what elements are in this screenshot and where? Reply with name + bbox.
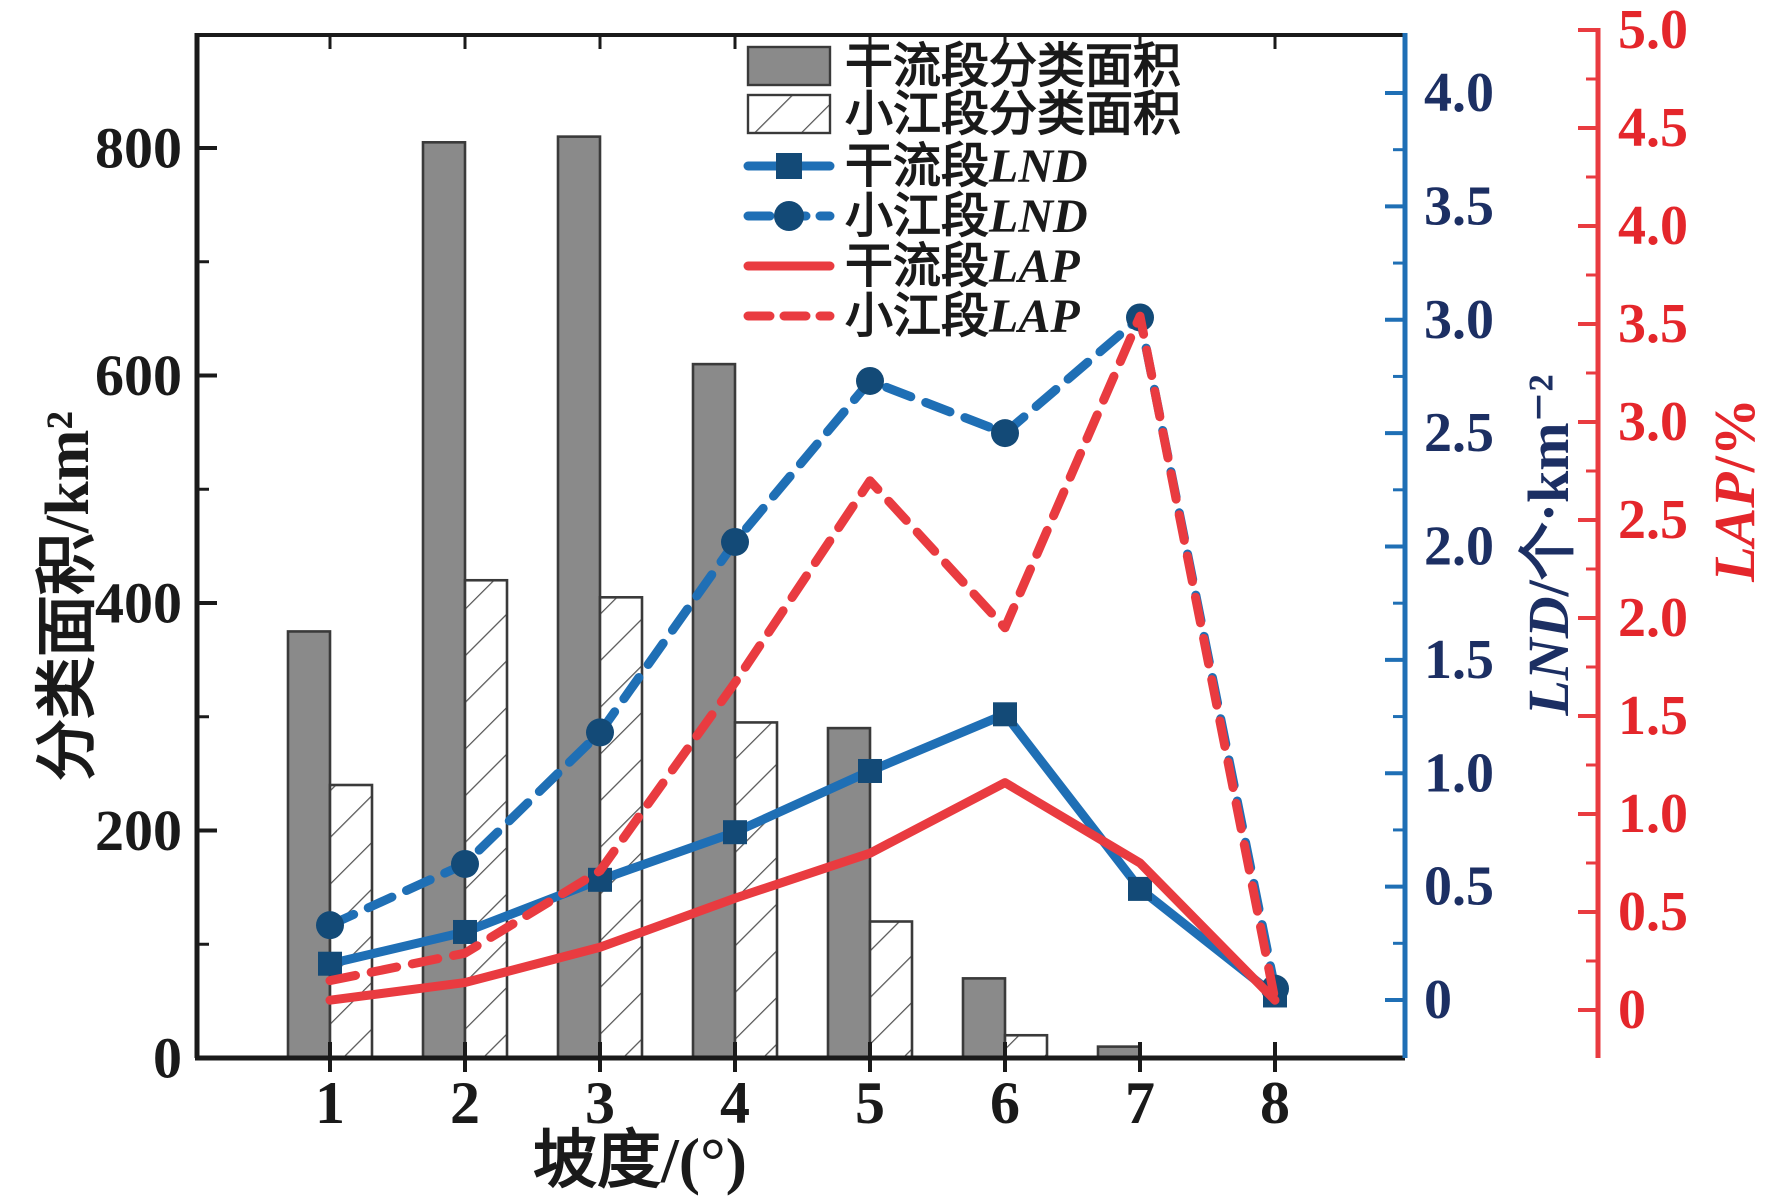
legend-item-mainstream-lnd: 干流段LND (743, 140, 1088, 193)
left-axis-tick-label: 400 (95, 571, 182, 636)
legend-swatch-mainstream-area (746, 45, 832, 87)
legend-label-mainstream-lap: 干流段LAP (845, 240, 1080, 293)
lnd-axis-tick-label: 2.0 (1424, 516, 1494, 578)
line-series-mainstream-lap (325, 778, 1280, 1005)
x-axis-tick-label: 2 (450, 1070, 480, 1136)
lnd-axis-tick-label: 3.5 (1424, 175, 1494, 237)
lap-axis-tick-label: 3.5 (1618, 293, 1688, 355)
lap-axis-tick-label: 0.5 (1618, 881, 1688, 943)
marker-square-mainstream-lnd (858, 758, 882, 783)
lnd-axis-tick-label: 4.0 (1424, 62, 1494, 124)
bar-xiaojiang-area-slope-6 (1003, 1033, 1049, 1060)
legend-item-xiaojiang-area: 小江段分类面积 (746, 88, 1181, 141)
legend-item-xiaojiang-lnd: 小江段LND (743, 190, 1088, 243)
lap-axis-tick-label: 2.5 (1618, 489, 1688, 551)
legend-label-xiaojiang-lnd: 小江段LND (845, 190, 1088, 243)
legend-label-xiaojiang-lap: 小江段LAP (845, 290, 1080, 343)
lap-axis-tick-label: 4.0 (1618, 195, 1688, 257)
bar-xiaojiang-area-slope-5 (868, 920, 914, 1060)
legend-item-mainstream-area: 干流段分类面积 (746, 40, 1181, 93)
legend-marker-square (776, 153, 802, 179)
x-axis-tick-label: 7 (1125, 1070, 1155, 1136)
left-axis-tick-label: 800 (95, 116, 182, 181)
line-mainstream-lnd (325, 709, 1280, 1000)
left-axis-tick-label: 0 (153, 1026, 182, 1091)
x-axis-tick-label: 5 (855, 1070, 885, 1136)
lap-axis-tick-label: 1.0 (1618, 783, 1688, 845)
lap-axis-tick-label: 0 (1618, 979, 1646, 1041)
marker-circle-xiaojiang-lnd (991, 419, 1019, 448)
lines-layer (316, 303, 1289, 1008)
lap-axis-tick-label: 2.0 (1618, 587, 1688, 649)
left-axis-tick-label: 600 (95, 343, 182, 408)
line-series-mainstream-lnd (318, 702, 1287, 1008)
lap-axis-tick-label: 4.5 (1618, 97, 1688, 159)
legend-label-mainstream-lnd: 干流段LND (845, 140, 1088, 193)
line-xiaojiang-lnd (325, 312, 1280, 994)
lnd-axis-tick-label: 2.5 (1424, 402, 1494, 464)
legend-item-xiaojiang-lap: 小江段LAP (743, 290, 1080, 343)
marker-square-mainstream-lnd (1128, 876, 1152, 901)
x-axis-tick-label: 1 (315, 1070, 345, 1136)
marker-square-mainstream-lnd (318, 951, 342, 976)
lap-axis-tick-label: 1.5 (1618, 685, 1688, 747)
bar-mainstream-area-slope-2 (421, 141, 467, 1060)
marker-square-mainstream-lnd (723, 820, 747, 845)
marker-circle-xiaojiang-lnd (451, 849, 479, 878)
line-xiaojiang-lap (325, 311, 1280, 1005)
marker-circle-xiaojiang-lnd (856, 366, 884, 395)
lnd-axis-tick-label: 0 (1424, 969, 1452, 1031)
bar-mainstream-area-slope-6 (961, 977, 1007, 1060)
legend-marker-circle (774, 201, 804, 231)
bar-xiaojiang-area-slope-2 (463, 578, 509, 1060)
lnd-axis-tick-label: 1.0 (1424, 742, 1494, 804)
left-axis-tick-label: 200 (95, 798, 182, 863)
left-axis-title: 分类面积/km² (34, 411, 102, 781)
legend-item-mainstream-lap: 干流段LAP (743, 240, 1080, 293)
lnd-axis-tick-label: 3.0 (1424, 289, 1494, 351)
marker-square-mainstream-lnd (453, 919, 477, 944)
x-axis-tick-label: 8 (1260, 1070, 1290, 1136)
bar-mainstream-area-slope-1 (286, 630, 332, 1060)
lnd-axis-title: LND/个·km⁻² (1516, 374, 1581, 716)
marker-circle-xiaojiang-lnd (721, 527, 749, 556)
lnd-axis-tick-label: 1.5 (1424, 629, 1494, 691)
x-axis-tick-label: 3 (585, 1070, 615, 1136)
line-mainstream-lap (325, 778, 1280, 1005)
lap-axis-tick-label: 3.0 (1618, 391, 1688, 453)
marker-circle-xiaojiang-lnd (316, 911, 344, 940)
legend-label-xiaojiang-area: 小江段分类面积 (845, 88, 1181, 141)
line-series-xiaojiang-lap (325, 311, 1280, 1005)
lap-axis-title: LAP/% (1702, 398, 1767, 583)
marker-square-mainstream-lnd (993, 702, 1017, 727)
x-axis-title: 坡度/(°) (533, 1125, 747, 1196)
bar-mainstream-area-slope-3 (556, 135, 602, 1060)
legend-swatch-xiaojiang-area (746, 93, 832, 135)
legend-label-mainstream-area: 干流段分类面积 (845, 40, 1181, 93)
x-axis-tick-label: 4 (720, 1070, 750, 1136)
axes-layer: 0 200 400 600 800 1 2 3 4 5 6 7 8 0 0.5 1.0 1.5 2.0 2.5 3.0… (34, 0, 1767, 1196)
x-axis-tick-label: 6 (990, 1070, 1020, 1136)
marker-circle-xiaojiang-lnd (586, 718, 614, 747)
lap-axis-tick-label: 5.0 (1618, 0, 1688, 61)
lnd-axis-tick-label: 0.5 (1424, 856, 1494, 918)
